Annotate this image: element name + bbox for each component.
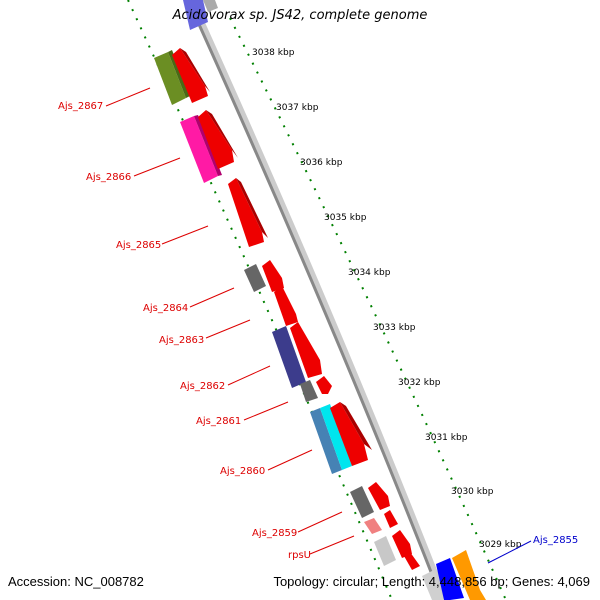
backbone-shadow <box>187 0 449 600</box>
gene-red <box>228 178 264 247</box>
gene-grey <box>300 380 318 402</box>
gene-red <box>172 48 208 103</box>
gene-steelblue <box>310 408 342 474</box>
leader-line <box>267 449 313 471</box>
gene-label-ajs-2865[interactable]: Ajs_2865 <box>116 240 161 251</box>
backbone-line <box>186 0 444 600</box>
gene-cyan <box>320 404 352 470</box>
gene-olive-edge <box>168 50 190 98</box>
kbp-label: 3038 kbp <box>252 48 295 58</box>
leader-line <box>105 87 151 107</box>
kbp-label: 3033 kbp <box>373 323 416 333</box>
genome-title: Acidovorax sp. JS42, complete genome <box>172 8 428 23</box>
gene-red-edge <box>340 402 372 450</box>
gene-red <box>290 322 322 378</box>
gene-red <box>274 286 298 326</box>
gene-label-ajs-2860[interactable]: Ajs_2860 <box>220 466 265 477</box>
gene-label-ajs-2861[interactable]: Ajs_2861 <box>196 416 241 427</box>
gene-label-ajs-2859[interactable]: Ajs_2859 <box>252 528 297 539</box>
gene-label-ajs-2864[interactable]: Ajs_2864 <box>143 303 188 314</box>
gene-lightgrey <box>374 536 396 566</box>
leader-line <box>133 157 181 177</box>
kbp-label: 3037 kbp <box>276 103 319 113</box>
gene-red-edge <box>180 48 210 92</box>
leader-line <box>243 401 289 421</box>
kbp-label: 3031 kbp <box>425 433 468 443</box>
gene-label-ajs-2855[interactable]: Ajs_2855 <box>533 535 578 546</box>
accession-text: Accession: NC_008782 <box>8 574 144 589</box>
gene-red <box>392 530 412 558</box>
leader-line <box>205 319 251 339</box>
gene-olive <box>154 52 186 105</box>
gene-red <box>404 552 420 570</box>
topology-summary: Topology: circular; Length: 4,448,856 bp… <box>273 574 590 589</box>
gene-red <box>316 376 332 394</box>
gene-block-grey <box>203 0 218 12</box>
gene-pink <box>364 518 382 534</box>
leader-line <box>297 511 343 533</box>
leader-line <box>309 535 355 555</box>
gene-navy <box>272 326 306 388</box>
gene-orange <box>452 550 486 600</box>
gene-red <box>330 402 368 466</box>
gene-label-rpsu[interactable]: rpsU <box>288 550 311 561</box>
leader-line <box>189 287 235 308</box>
gene-label-ajs-2866[interactable]: Ajs_2866 <box>86 172 131 183</box>
leader-line <box>487 540 532 564</box>
gene-red <box>384 510 398 528</box>
gene-lightgrey <box>422 570 444 600</box>
kbp-label: 3035 kbp <box>324 213 367 223</box>
gene-label-ajs-2867[interactable]: Ajs_2867 <box>58 101 103 112</box>
kbp-label: 3034 kbp <box>348 268 391 278</box>
gene-blue <box>436 558 464 600</box>
gene-red <box>262 260 284 292</box>
gene-red-edge <box>206 110 238 158</box>
leader-line <box>227 365 271 386</box>
kbp-label: 3036 kbp <box>300 158 343 168</box>
gene-label-ajs-2862[interactable]: Ajs_2862 <box>180 381 225 392</box>
gene-red <box>368 482 390 510</box>
kbp-label: 3030 kbp <box>451 487 494 497</box>
gene-red <box>198 110 234 169</box>
kbp-label: 3032 kbp <box>398 378 441 388</box>
gene-grey <box>350 486 374 518</box>
gene-label-ajs-2863[interactable]: Ajs_2863 <box>159 335 204 346</box>
gene-grey <box>244 264 266 292</box>
leader-line <box>161 225 209 245</box>
gene-block-blue <box>183 0 208 30</box>
gene-red-edge <box>236 178 268 238</box>
gene-magenta <box>180 116 218 183</box>
kbp-label: 3029 kbp <box>479 540 522 550</box>
